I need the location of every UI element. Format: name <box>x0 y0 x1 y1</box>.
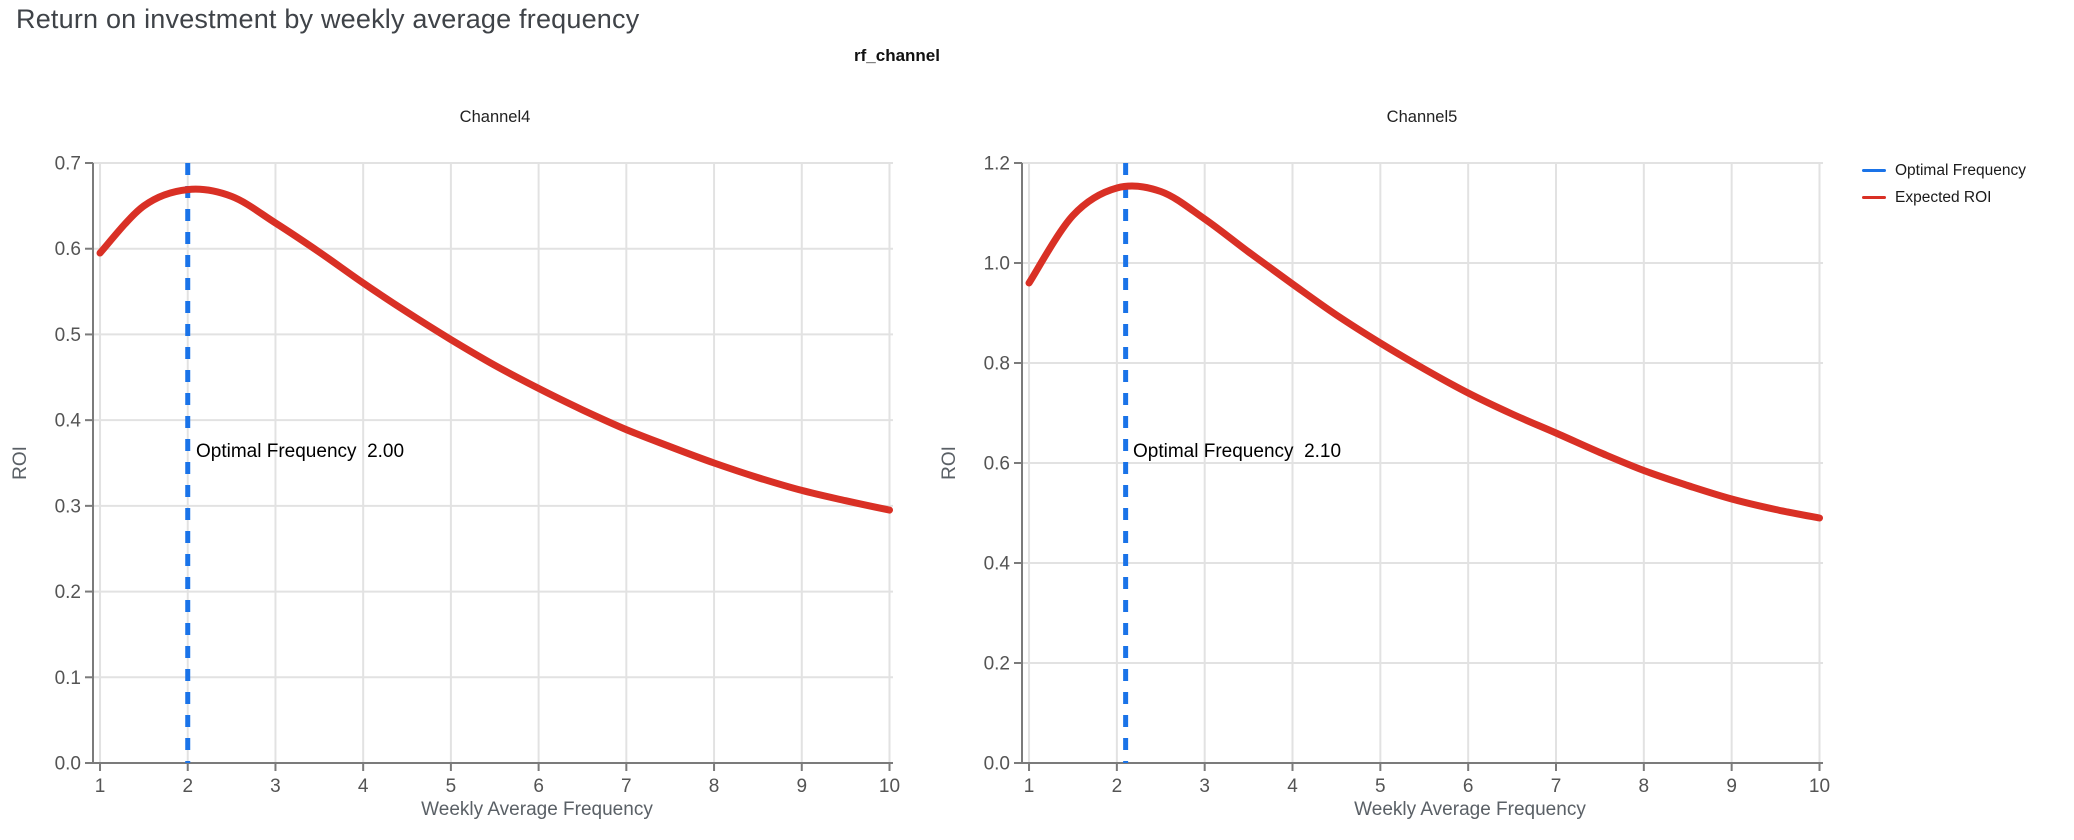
x-tick-label: 1 <box>1024 776 1035 797</box>
y-tick-label: 0.2 <box>984 654 1010 675</box>
legend-label: Expected ROI <box>1895 188 1992 206</box>
y-tick-label: 0.3 <box>55 496 81 517</box>
expected-roi-curve[interactable] <box>96 185 893 514</box>
x-tick-label: 6 <box>1463 776 1474 797</box>
x-tick-label: 4 <box>358 776 369 797</box>
y-tick-label: 0.7 <box>55 154 81 175</box>
x-tick-label: 4 <box>1287 776 1298 797</box>
x-tick-label: 10 <box>879 776 900 797</box>
x-tick-label: 2 <box>1112 776 1123 797</box>
legend-item-expected-roi[interactable]: Expected ROI <box>1862 184 2026 211</box>
facet-title: rf_channel <box>854 46 940 65</box>
x-tick-label: 6 <box>533 776 544 797</box>
y-tick-label: 0.4 <box>984 554 1011 575</box>
y-tick-label: 0.4 <box>55 411 82 432</box>
x-tick-label: 7 <box>1551 776 1562 797</box>
y-tick-label: 0.6 <box>984 454 1010 475</box>
legend-label: Optimal Frequency <box>1895 161 2026 179</box>
y-tick-label: 0.0 <box>984 754 1010 775</box>
y-tick-label: 0.6 <box>55 239 81 260</box>
x-tick-label: 1 <box>95 776 106 797</box>
y-tick-label: 1.2 <box>984 154 1010 175</box>
expected-roi-curve[interactable] <box>1025 182 1823 522</box>
x-tick-label: 9 <box>1726 776 1737 797</box>
optimal-frequency-annotation-channel5: Optimal Frequency 2.10 <box>1133 441 1342 462</box>
optimal-frequency-annotation-channel4: Optimal Frequency 2.00 <box>196 441 405 462</box>
x-tick-label: 10 <box>1809 776 1830 797</box>
x-tick-label: 9 <box>796 776 807 797</box>
y-tick-label: 0.8 <box>984 354 1010 375</box>
chart-panel-channel5: 0.0 0.2 0.4 0.6 0.8 1.0 1.2 1 2 3 4 5 6 7 8 9 10 <box>984 154 1830 798</box>
expected-roi-swatch <box>1862 195 1886 200</box>
x-axis-title-left: Weekly Average Frequency <box>421 799 653 820</box>
legend-item-optimal-frequency[interactable]: Optimal Frequency <box>1862 157 2026 184</box>
x-tick-label: 8 <box>1639 776 1650 797</box>
chart-title-channel4: Channel4 <box>459 108 531 126</box>
y-axis-title-left: ROI <box>10 446 31 480</box>
x-tick-label: 3 <box>1199 776 1210 797</box>
y-tick-label: 0.2 <box>55 582 81 603</box>
page-title: Return on investment by weekly average f… <box>16 4 640 34</box>
y-tick-label: 0.0 <box>55 754 81 775</box>
y-tick-label: 0.1 <box>55 668 81 689</box>
x-tick-label: 5 <box>1375 776 1386 797</box>
x-tick-label: 2 <box>182 776 193 797</box>
x-tick-label: 5 <box>446 776 457 797</box>
x-tick-label: 8 <box>709 776 720 797</box>
x-tick-label: 3 <box>270 776 281 797</box>
x-tick-label: 7 <box>621 776 632 797</box>
optimal-frequency-swatch <box>1862 168 1886 173</box>
chart-title-channel5: Channel5 <box>1386 108 1458 126</box>
legend: Optimal Frequency Expected ROI <box>1862 157 2026 211</box>
y-tick-label: 0.5 <box>55 325 81 346</box>
x-axis-title-right: Weekly Average Frequency <box>1354 799 1586 820</box>
y-axis-title-right: ROI <box>939 446 960 480</box>
chart-panel-channel4: 0.0 0.1 0.2 0.3 0.4 0.5 0.6 0.7 1 2 3 4 5 6 7 8 9 10 <box>55 154 900 798</box>
y-tick-label: 1.0 <box>984 254 1010 275</box>
